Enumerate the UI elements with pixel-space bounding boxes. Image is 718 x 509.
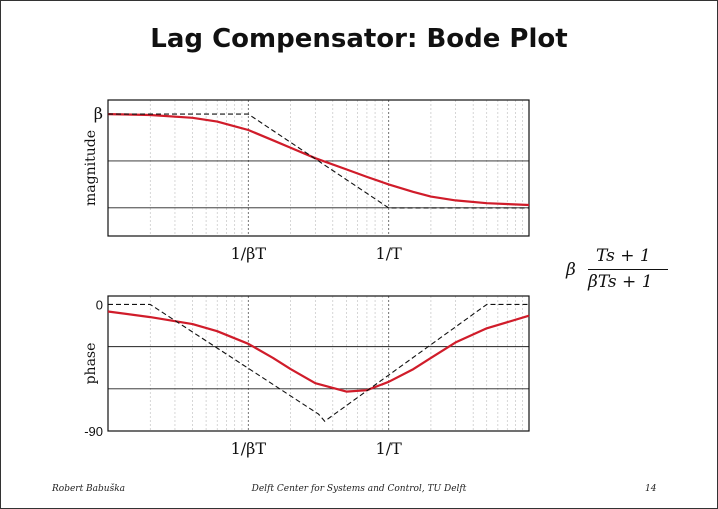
mag-asymptote-line: [108, 113, 529, 209]
mag-y-tick-label: β: [94, 104, 103, 123]
formula-numerator: Ts + 1: [596, 246, 651, 266]
mag-response-curve: [107, 113, 530, 207]
magnitude-plot: 1/βT 1/T β magnitude: [83, 99, 530, 263]
phase-y-tick-label: 0: [96, 297, 103, 312]
phase-y-tick-label: -90: [84, 424, 103, 439]
formula-denominator: βTs + 1: [588, 272, 653, 292]
formula-fraction-bar: [588, 269, 668, 270]
phase-asymptote-line: [108, 303, 529, 422]
mag-y-axis-title: magnitude: [83, 130, 99, 206]
phase-y-axis-title: phase: [83, 343, 99, 385]
phase-plot: 1/βT 1/T 0 -90 phase: [83, 295, 530, 458]
footer-author: Robert Babuška: [52, 484, 126, 494]
footer-page-number: 14: [645, 484, 657, 494]
phase-x-tick-label: 1/T: [376, 439, 403, 458]
mag-x-tick-label: 1/βT: [231, 244, 267, 263]
slide-title: Lag Compensator: Bode Plot: [150, 24, 568, 54]
formula-beta: β: [566, 260, 576, 280]
phase-axes-frame: [107, 295, 530, 432]
mag-axes-frame: [107, 99, 530, 237]
phase-response-curve: [107, 310, 530, 393]
mag-x-tick-label: 1/T: [376, 244, 403, 263]
footer-center: Delft Center for Systems and Control, TU…: [251, 484, 467, 494]
phase-x-tick-label: 1/βT: [231, 439, 267, 458]
